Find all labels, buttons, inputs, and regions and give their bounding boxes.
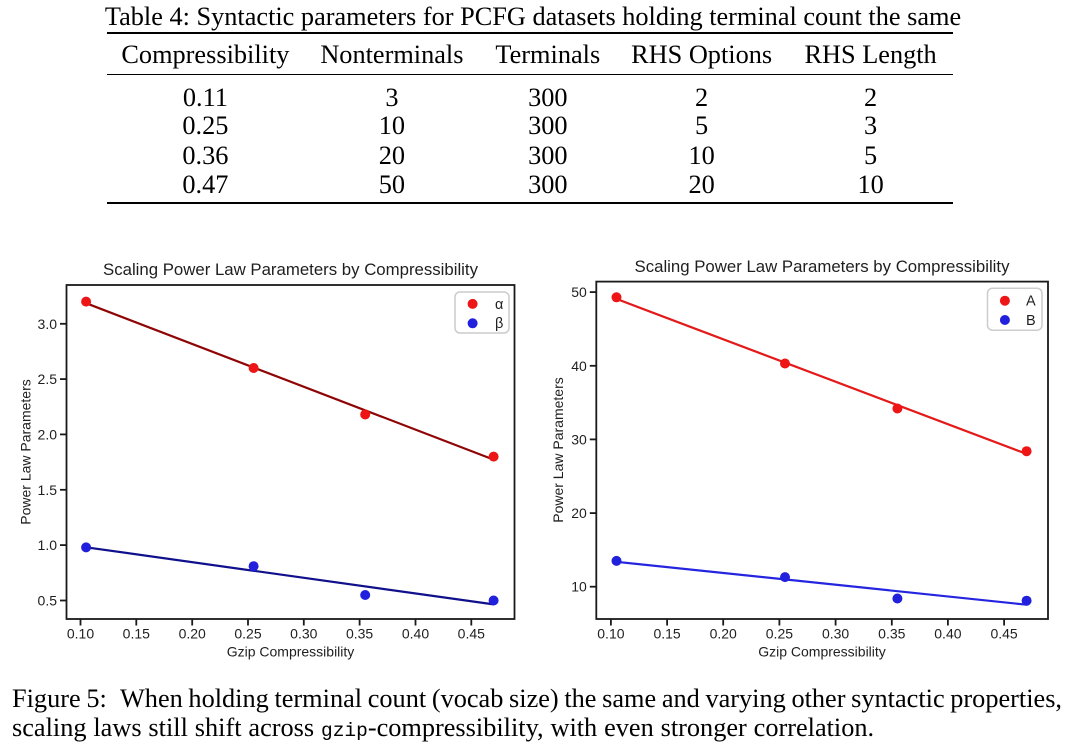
svg-text:Gzip Compressibility: Gzip Compressibility bbox=[227, 644, 355, 660]
svg-text:0.45: 0.45 bbox=[458, 626, 485, 642]
svg-text:0.25: 0.25 bbox=[766, 626, 793, 642]
svg-text:β: β bbox=[495, 316, 503, 332]
svg-text:30: 30 bbox=[571, 431, 587, 447]
svg-text:10: 10 bbox=[571, 579, 587, 595]
svg-text:Power Law Parameters: Power Law Parameters bbox=[550, 377, 566, 523]
svg-text:Scaling Power Law Parameters b: Scaling Power Law Parameters by Compress… bbox=[635, 257, 1011, 276]
svg-text:0.10: 0.10 bbox=[67, 626, 94, 642]
svg-text:B: B bbox=[1026, 313, 1036, 329]
svg-text:1.5: 1.5 bbox=[38, 482, 58, 498]
svg-text:Gzip Compressibility: Gzip Compressibility bbox=[758, 644, 886, 660]
svg-text:3.0: 3.0 bbox=[38, 316, 58, 332]
svg-text:0.45: 0.45 bbox=[990, 626, 1017, 642]
svg-text:50: 50 bbox=[571, 284, 587, 300]
svg-text:0.40: 0.40 bbox=[402, 626, 429, 642]
svg-text:0.10: 0.10 bbox=[597, 626, 624, 642]
svg-text:0.30: 0.30 bbox=[290, 626, 317, 642]
svg-text:0.25: 0.25 bbox=[234, 626, 261, 642]
svg-text:α: α bbox=[495, 297, 503, 313]
svg-text:1.0: 1.0 bbox=[38, 537, 58, 553]
svg-text:Power Law Parameters: Power Law Parameters bbox=[18, 379, 34, 525]
svg-text:20: 20 bbox=[571, 505, 587, 521]
svg-text:2.0: 2.0 bbox=[38, 426, 58, 442]
svg-text:2.5: 2.5 bbox=[38, 371, 58, 387]
svg-text:40: 40 bbox=[571, 358, 587, 374]
svg-text:0.15: 0.15 bbox=[123, 626, 150, 642]
svg-text:Scaling Power Law Parameters b: Scaling Power Law Parameters by Compress… bbox=[103, 260, 479, 279]
svg-text:A: A bbox=[1026, 294, 1036, 310]
svg-text:0.35: 0.35 bbox=[346, 626, 373, 642]
svg-text:0.20: 0.20 bbox=[179, 626, 206, 642]
svg-text:0.5: 0.5 bbox=[38, 593, 58, 609]
svg-text:0.20: 0.20 bbox=[710, 626, 737, 642]
svg-text:0.15: 0.15 bbox=[653, 626, 680, 642]
svg-text:0.40: 0.40 bbox=[934, 626, 961, 642]
svg-text:0.35: 0.35 bbox=[878, 626, 905, 642]
svg-text:0.30: 0.30 bbox=[822, 626, 849, 642]
